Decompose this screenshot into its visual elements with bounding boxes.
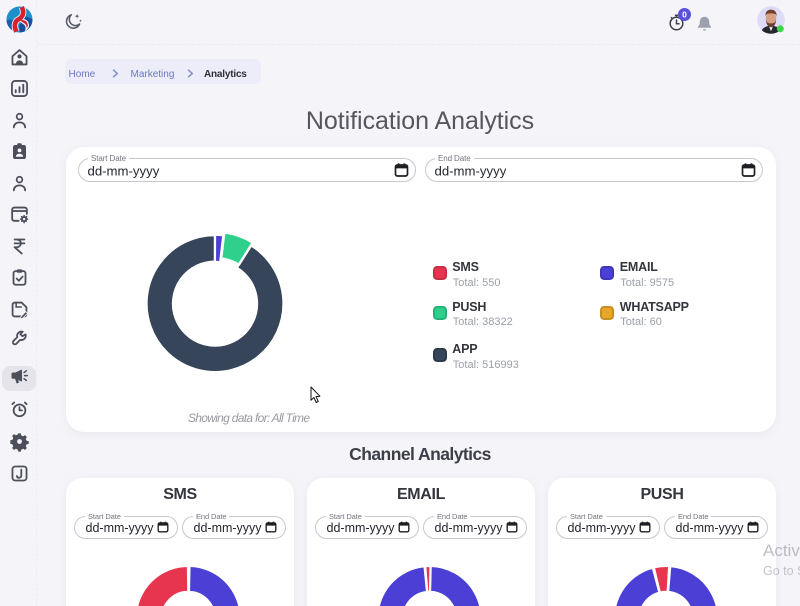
svg-text:0: 0 bbox=[682, 10, 687, 20]
